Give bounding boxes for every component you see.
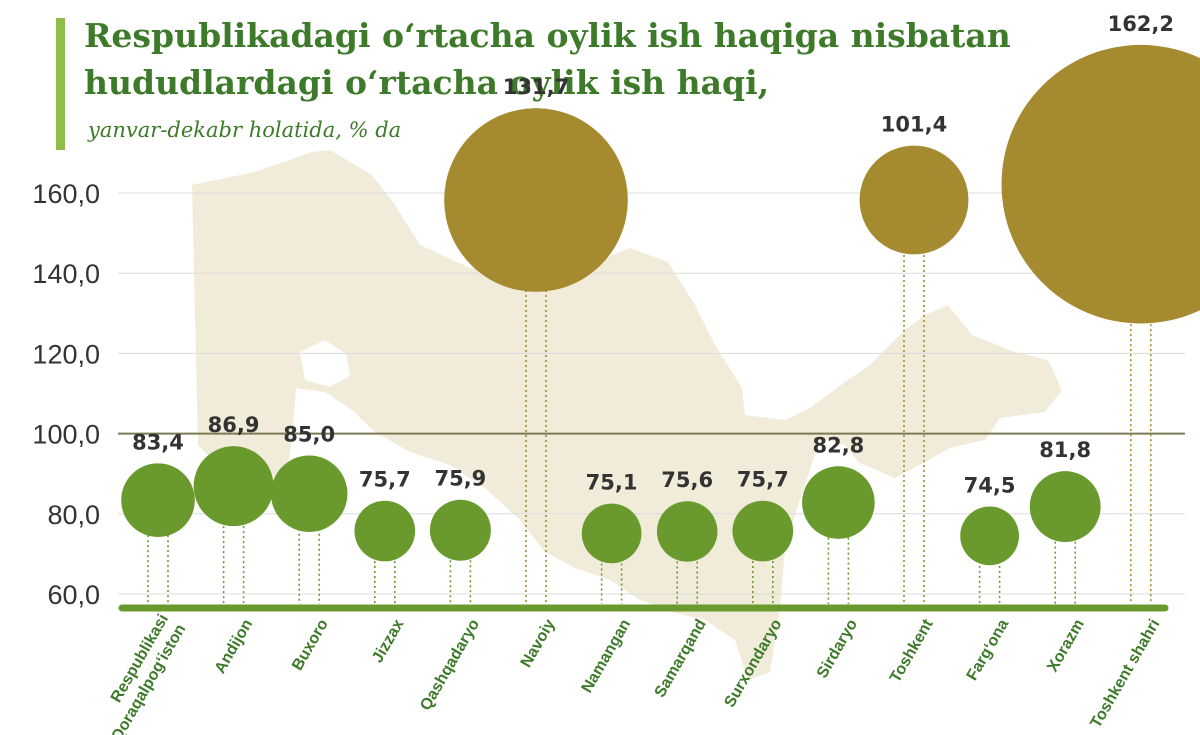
- value-label: 75,7: [359, 468, 411, 492]
- x-category-text: Sirdaryo: [814, 616, 861, 681]
- x-category-label: Xorazm: [1044, 617, 1088, 676]
- bubble-3: [354, 500, 416, 562]
- x-category-label: Namangan: [579, 617, 635, 696]
- x-category-label: Farg‘ona: [964, 616, 1013, 683]
- bubble-2: [270, 455, 348, 532]
- x-category-text: Jizzax: [369, 616, 407, 665]
- x-category-text: Samarqand: [652, 617, 710, 701]
- value-label: 81,8: [1039, 438, 1091, 462]
- y-tick-label: 80,0: [47, 500, 100, 530]
- value-label: 83,4: [132, 430, 184, 454]
- value-label: 101,4: [881, 113, 947, 137]
- x-category-text: Farg‘ona: [964, 616, 1013, 683]
- x-category-label: Buxoro: [289, 616, 332, 673]
- value-label: 75,6: [661, 468, 713, 492]
- value-label: 75,1: [586, 471, 638, 495]
- chart-subtitle: yanvar-dekabr holatida, % da: [88, 118, 402, 142]
- x-category-label: Samarqand: [652, 617, 710, 701]
- value-label: 74,5: [964, 473, 1016, 497]
- bubble-4: [429, 499, 491, 561]
- x-category-text: Qashqadaryo: [417, 616, 483, 713]
- map-silhouette: [192, 150, 1062, 680]
- value-label: 162,2: [1108, 12, 1174, 36]
- bubble-13: [1001, 44, 1200, 324]
- bubble-5: [444, 108, 628, 292]
- bubble-12: [1029, 471, 1101, 543]
- y-tick-label: 100,0: [32, 420, 100, 450]
- bubble-10: [859, 145, 969, 255]
- bubble-11: [960, 506, 1019, 566]
- x-category-label: Sirdaryo: [814, 616, 861, 681]
- value-label: 86,9: [208, 413, 260, 437]
- y-tick-label: 60,0: [47, 580, 100, 610]
- y-tick-label: 120,0: [32, 339, 100, 369]
- x-category-text: Navoiy: [518, 616, 559, 670]
- bubble-0: [121, 463, 195, 537]
- value-label: 131,7: [503, 75, 569, 99]
- x-category-text: Toshkent: [887, 616, 937, 686]
- x-category-text: Xorazm: [1044, 617, 1088, 676]
- x-category-text: Buxoro: [289, 616, 332, 673]
- x-category-label: Jizzax: [369, 616, 407, 665]
- y-tick-label: 140,0: [32, 259, 100, 289]
- value-label: 85,0: [283, 423, 335, 447]
- bubble-8: [732, 500, 794, 562]
- chart-title: Respublikadagi o‘rtacha oylik ish haqiga…: [84, 16, 1011, 102]
- x-category-label: Qashqadaryo: [417, 616, 483, 713]
- bubble-6: [581, 503, 642, 564]
- x-category-text: Toshkent shahri: [1088, 617, 1164, 731]
- x-category-text: Namangan: [579, 617, 635, 696]
- x-category-label: Navoiy: [518, 616, 559, 670]
- x-category-label: Toshkent shahri: [1088, 617, 1164, 731]
- value-label: 75,9: [434, 467, 486, 491]
- bubble-7: [656, 501, 718, 562]
- x-category-label: Andijon: [212, 617, 256, 677]
- title-accent-bar: [56, 18, 65, 150]
- bubble-1: [193, 446, 274, 527]
- value-label: 82,8: [812, 433, 864, 457]
- value-label: 75,7: [737, 468, 789, 492]
- x-category-text: Andijon: [212, 617, 256, 677]
- y-tick-label: 160,0: [32, 179, 100, 209]
- x-category-label: Toshkent: [887, 616, 937, 686]
- bubble-9: [802, 466, 875, 539]
